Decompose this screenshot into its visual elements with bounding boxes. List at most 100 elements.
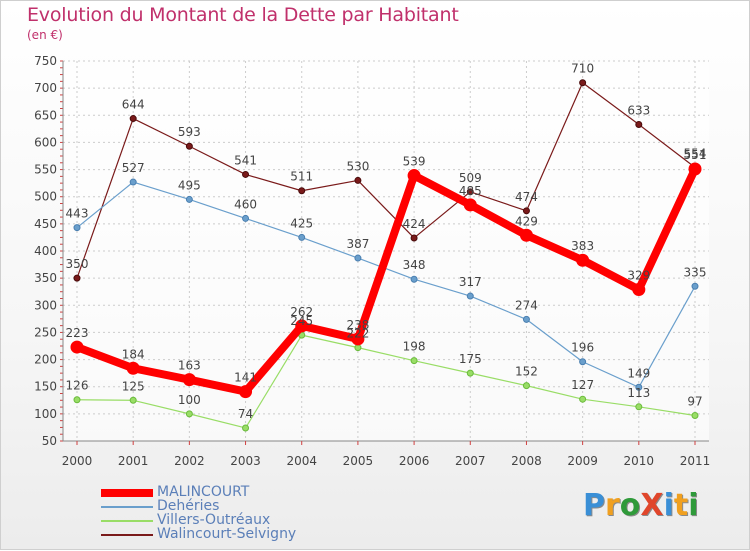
series-line: [73, 165, 699, 396]
data-label: 509: [459, 171, 482, 185]
data-label: 554: [684, 146, 707, 160]
data-label: 460: [234, 197, 257, 211]
data-point: [410, 357, 418, 365]
data-point: [579, 79, 587, 87]
data-point: [691, 282, 699, 290]
legend-swatch: [101, 489, 153, 497]
y-tick-label: 500: [34, 190, 57, 204]
data-label: 429: [515, 214, 538, 228]
data-label: 329: [627, 269, 650, 283]
chart-title: Evolution du Montant de la Dette par Hab…: [27, 4, 459, 26]
legend-swatch: [101, 534, 153, 536]
data-point: [73, 274, 81, 282]
data-point: [126, 361, 140, 375]
data-point: [354, 254, 362, 262]
data-point: [242, 214, 250, 222]
data-point: [129, 115, 137, 123]
data-label: 633: [627, 104, 650, 118]
data-label: 74: [238, 407, 253, 421]
y-tick-label: 550: [34, 163, 57, 177]
legend-swatch: [101, 506, 153, 508]
x-tick-label: 2008: [511, 454, 542, 468]
data-label: 317: [459, 275, 482, 289]
data-label: 152: [515, 365, 538, 379]
logo-letter: t: [673, 488, 689, 523]
y-tick-label: 150: [34, 380, 57, 394]
data-point: [579, 395, 587, 403]
x-tick-label: 2009: [567, 454, 598, 468]
legend-item: Villers-Outréaux: [101, 512, 361, 528]
data-point: [579, 358, 587, 366]
data-label: 223: [66, 326, 89, 340]
logo-letter: o: [619, 488, 641, 523]
data-point: [70, 340, 84, 354]
data-label: 262: [290, 305, 313, 319]
data-label: 196: [571, 341, 594, 355]
proxiti-logo: ProXiti: [583, 488, 699, 523]
logo-letter: X: [640, 488, 664, 523]
data-point: [295, 319, 309, 333]
y-tick-label: 450: [34, 217, 57, 231]
data-label: 539: [403, 155, 426, 169]
data-label: 97: [687, 394, 702, 408]
series-line: [76, 334, 696, 429]
legend-label: MALINCOURT: [157, 484, 250, 500]
data-point: [239, 385, 253, 399]
data-point: [185, 195, 193, 203]
data-point: [635, 403, 643, 411]
data-label: 425: [290, 216, 313, 230]
data-point: [466, 188, 474, 196]
data-point: [688, 162, 702, 176]
data-label: 245: [290, 314, 313, 328]
chart-subtitle: (en €): [27, 28, 63, 42]
data-label: 644: [122, 98, 145, 112]
data-label: 198: [403, 340, 426, 354]
x-tick-label: 2000: [62, 454, 93, 468]
legend-label: Villers-Outréaux: [157, 512, 271, 528]
x-tick-label: 2011: [680, 454, 711, 468]
x-tick-label: 2001: [118, 454, 149, 468]
legend-item: Dehéries: [101, 498, 361, 514]
data-point: [242, 424, 250, 432]
legend-label: Walincourt-Selvigny: [157, 526, 297, 542]
legend-label: Dehéries: [157, 498, 220, 514]
data-point: [73, 396, 81, 404]
y-tick-label: 400: [34, 244, 57, 258]
data-point: [129, 178, 137, 186]
data-point: [354, 176, 362, 184]
legend-swatch: [101, 520, 153, 522]
data-label: 443: [66, 207, 89, 221]
x-tick-label: 2002: [174, 454, 205, 468]
logo-letter: r: [605, 488, 620, 523]
data-label: 593: [178, 125, 201, 139]
logo-letter: i: [663, 488, 674, 523]
data-point: [519, 228, 533, 242]
data-label: 141: [234, 371, 257, 385]
data-point: [129, 396, 137, 404]
x-tick-label: 2003: [230, 454, 261, 468]
data-label: 335: [684, 265, 707, 279]
data-label: 710: [571, 62, 594, 76]
y-tick-label: 700: [34, 81, 57, 95]
data-label: 184: [122, 347, 145, 361]
data-label: 149: [627, 366, 650, 380]
logo-letter: i: [688, 488, 699, 523]
data-point: [410, 234, 418, 242]
data-point: [182, 373, 196, 387]
data-label: 274: [515, 298, 538, 312]
data-point: [185, 142, 193, 150]
data-point: [73, 224, 81, 232]
y-tick-label: 100: [34, 407, 57, 421]
data-point: [298, 187, 306, 195]
data-point: [351, 332, 365, 346]
data-label: 125: [122, 379, 145, 393]
y-tick-label: 200: [34, 353, 57, 367]
data-label: 350: [66, 257, 89, 271]
data-label: 383: [571, 239, 594, 253]
data-point: [463, 198, 477, 212]
data-label: 126: [66, 379, 89, 393]
y-tick-label: 650: [34, 108, 57, 122]
x-tick-label: 2004: [286, 454, 317, 468]
data-point: [466, 292, 474, 300]
